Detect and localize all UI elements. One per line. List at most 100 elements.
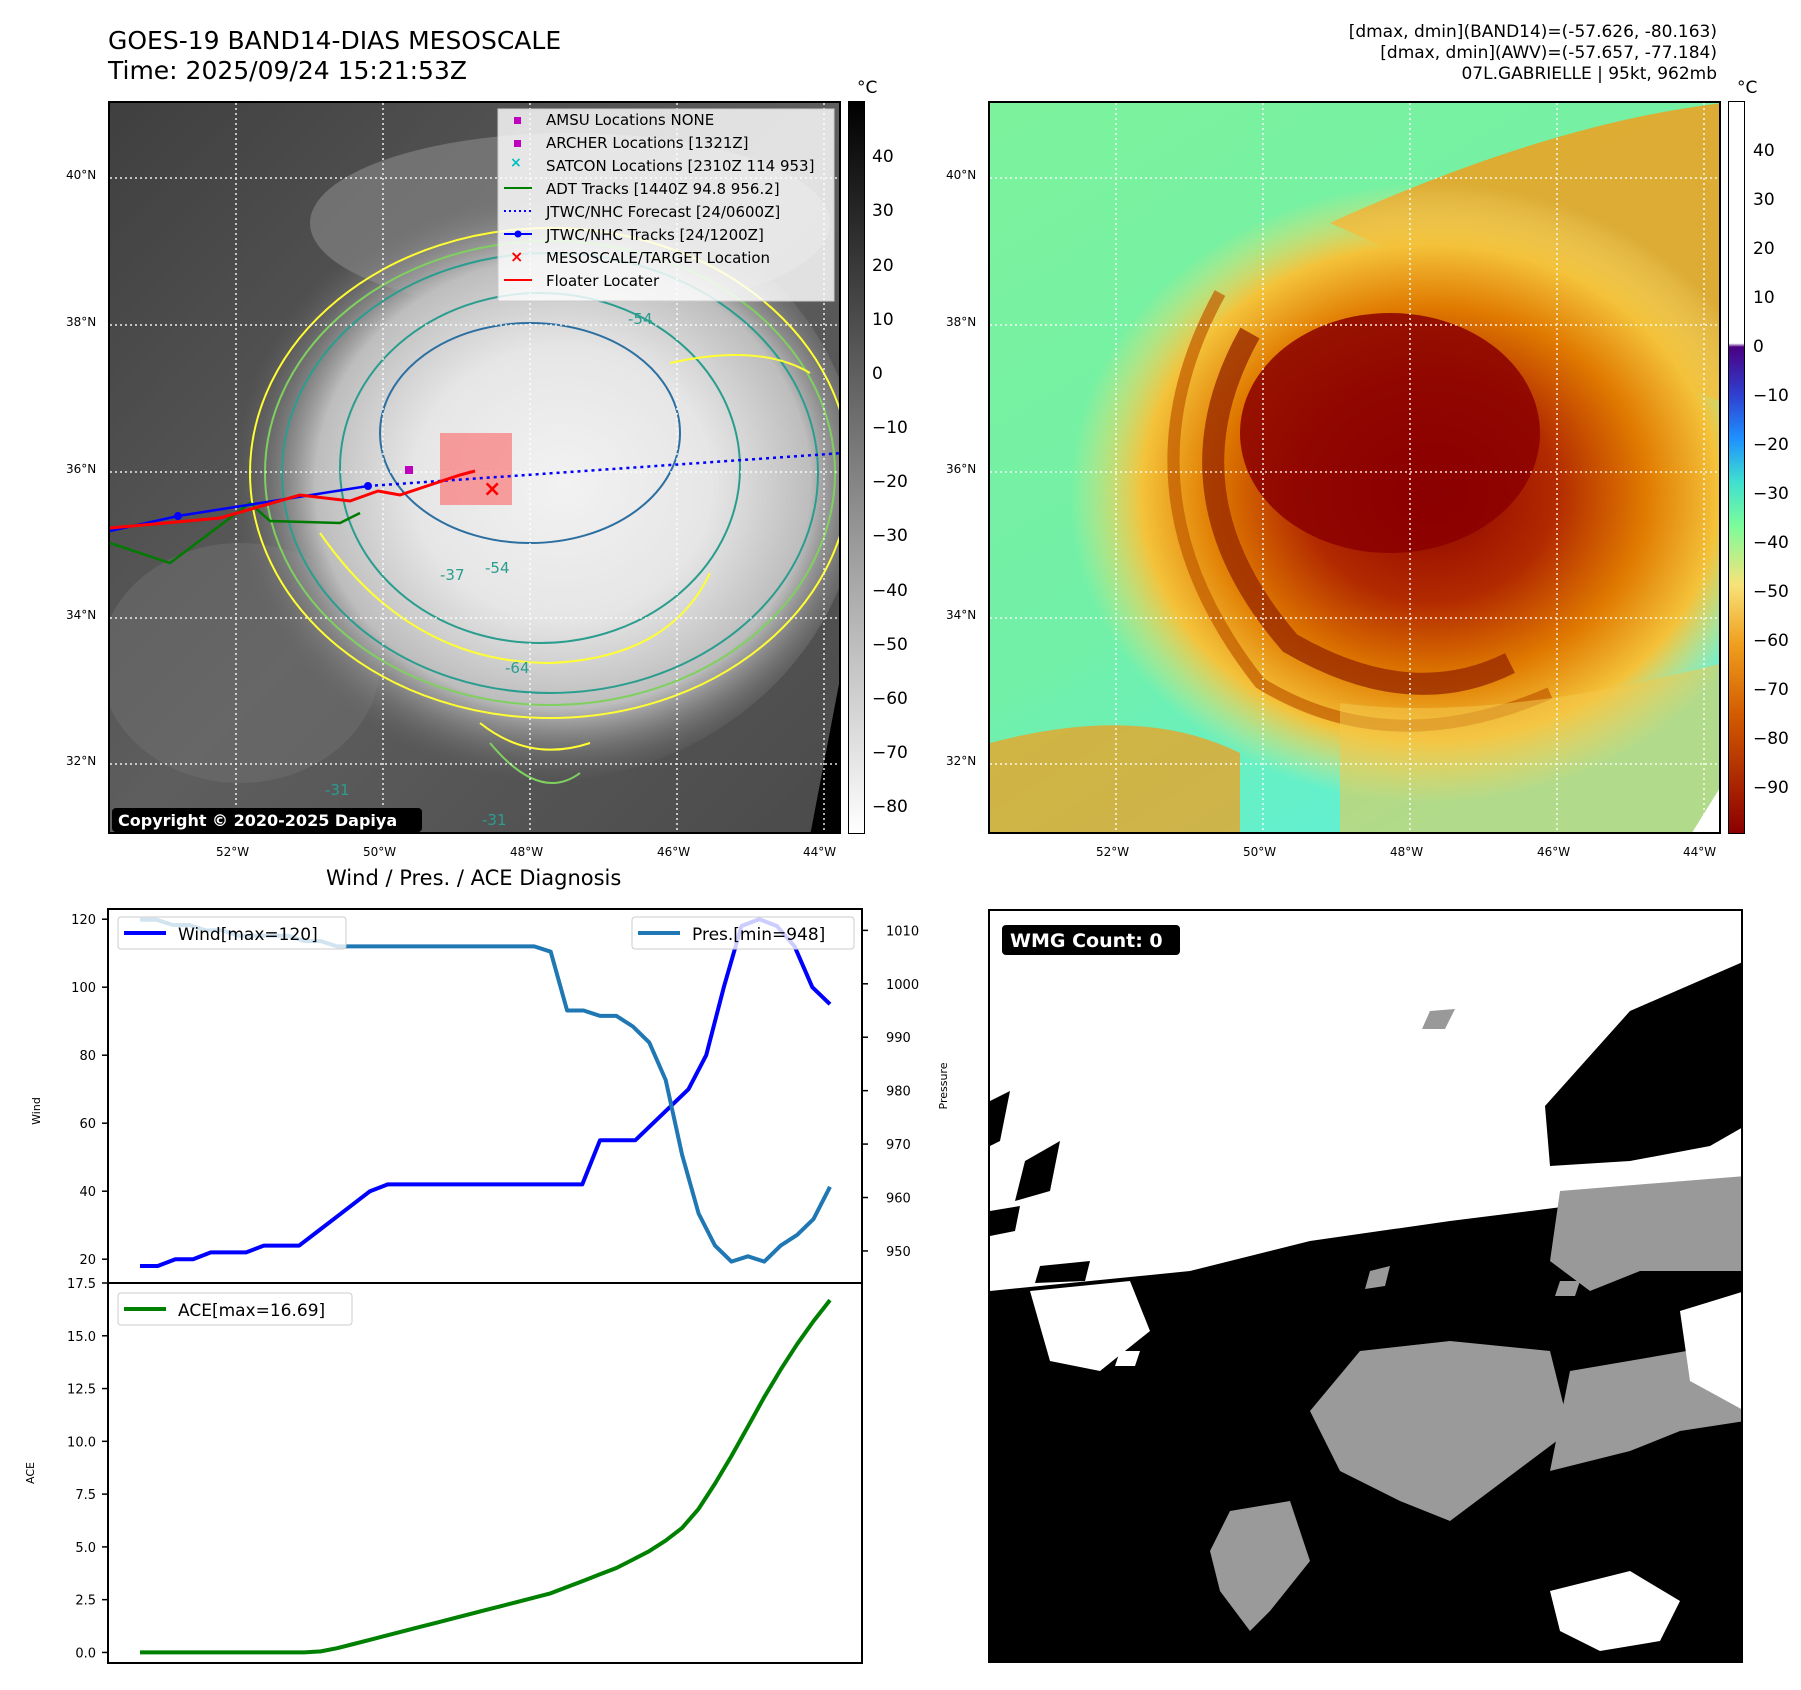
- contour-label: -64: [505, 659, 530, 677]
- pressure-tick-label: 980: [886, 1085, 911, 1100]
- pressure-legend-box: [631, 916, 855, 950]
- ir-lat-label: 34°N: [66, 608, 97, 622]
- pressure-tick-label: 970: [886, 1138, 911, 1153]
- pressure-tick-label: 990: [886, 1031, 911, 1046]
- ir-lat-label: 40°N: [66, 168, 97, 182]
- ir-colorbar: [848, 101, 865, 834]
- wind-tick-label: 120: [71, 913, 96, 928]
- awv-colorbar-tick: −10: [1753, 386, 1789, 406]
- ace-tick-label: 10.0: [67, 1435, 96, 1450]
- ace-tick-label: 2.5: [75, 1594, 96, 1609]
- wmg-mask-image: WMG Count: 0: [990, 925, 1741, 1661]
- ir-colorbar-tick: 10: [872, 310, 894, 330]
- ir-satellite-image: × -54 -37 -54 -64 -31 -31 × × AMSU Locat…: [110, 103, 839, 832]
- ir-colorbar-tick: −40: [872, 581, 908, 601]
- wind-tick-label: 60: [79, 1117, 96, 1132]
- awv-colorbar: [1728, 101, 1745, 834]
- awv-colorbar-unit: °C: [1737, 78, 1758, 98]
- ace-tick-label: 15.0: [67, 1330, 96, 1345]
- svg-text:JTWC/NHC Tracks [24/1200Z]: JTWC/NHC Tracks [24/1200Z]: [545, 226, 764, 244]
- contour-label: -31: [325, 781, 350, 799]
- ir-colorbar-tick: 0: [872, 364, 883, 384]
- ir-lon-label: 50°W: [363, 845, 397, 859]
- figure-title: GOES-19 BAND14-DIAS MESOSCALE: [108, 26, 562, 55]
- copyright-label: Copyright © 2020-2025 Dapiya: [118, 811, 397, 830]
- ir-colorbar-tick: 40: [872, 147, 894, 167]
- ir-colorbar-tick: −30: [872, 526, 908, 546]
- svg-text:Floater Locater: Floater Locater: [546, 272, 660, 290]
- awv-colorbar-tick: −90: [1753, 778, 1789, 798]
- svg-text:AMSU Locations NONE: AMSU Locations NONE: [546, 111, 714, 129]
- wmg-panel: WMG Count: 0: [988, 909, 1743, 1663]
- awv-colorbar-tick: −40: [1753, 533, 1789, 553]
- svg-text:ADT Tracks [1440Z 94.8 956.2]: ADT Tracks [1440Z 94.8 956.2]: [546, 180, 780, 198]
- ir-lon-label: 48°W: [510, 845, 544, 859]
- wind-tick-label: 40: [79, 1185, 96, 1200]
- awv-colorbar-tick: −50: [1753, 582, 1789, 602]
- ace-series-line: [140, 1298, 832, 1655]
- awv-lon-label: 50°W: [1243, 845, 1277, 859]
- contour-label: -54: [628, 310, 653, 328]
- diagnosis-title: Wind / Pres. / ACE Diagnosis: [326, 866, 622, 890]
- pressure-axis-label: Pressure: [937, 1062, 950, 1109]
- ace-tick-label: 5.0: [75, 1541, 96, 1556]
- info-awv: [dmax, dmin](AWV)=(-57.657, -77.184): [1380, 43, 1717, 63]
- pressure-series-line: [140, 917, 832, 1264]
- awv-colorbar-tick: 40: [1753, 141, 1775, 161]
- awv-colorbar-tick: −80: [1753, 729, 1789, 749]
- wind-tick-label: 20: [79, 1253, 96, 1268]
- awv-colorbar-tick: −60: [1753, 631, 1789, 651]
- awv-satellite-panel: [988, 101, 1721, 834]
- awv-colorbar-tick: 20: [1753, 239, 1775, 259]
- svg-text:×: ×: [510, 155, 522, 171]
- awv-lat-label: 38°N: [946, 315, 977, 329]
- awv-colorbar-tick: 0: [1753, 337, 1764, 357]
- ir-colorbar-tick: −80: [872, 797, 908, 817]
- ir-colorbar-unit: °C: [857, 78, 878, 98]
- ir-colorbar-tick: 20: [872, 256, 894, 276]
- awv-lat-label: 32°N: [946, 754, 977, 768]
- awv-lon-label: 48°W: [1390, 845, 1424, 859]
- wind-tick-label: 100: [71, 981, 96, 996]
- wind-series-line: [140, 917, 832, 1268]
- ace-frame: [107, 1282, 863, 1664]
- pressure-tick-label: 950: [886, 1245, 911, 1260]
- contour-label: -37: [440, 566, 465, 584]
- ace-tick-label: 7.5: [75, 1488, 96, 1503]
- ir-colorbar-tick: −10: [872, 418, 908, 438]
- awv-colorbar-tick: 10: [1753, 288, 1775, 308]
- svg-text:ARCHER Locations [1321Z]: ARCHER Locations [1321Z]: [546, 134, 749, 152]
- ir-colorbar-tick: −20: [872, 472, 908, 492]
- awv-lon-label: 46°W: [1537, 845, 1571, 859]
- ir-colorbar-tick: −50: [872, 635, 908, 655]
- svg-text:MESOSCALE/TARGET Location: MESOSCALE/TARGET Location: [546, 249, 770, 267]
- awv-colorbar-tick: −20: [1753, 435, 1789, 455]
- ir-lon-label: 52°W: [216, 845, 250, 859]
- ir-lat-label: 38°N: [66, 315, 97, 329]
- awv-lat-label: 34°N: [946, 608, 977, 622]
- contour-label: -54: [485, 559, 510, 577]
- target-marker: ×: [483, 477, 501, 502]
- svg-text:JTWC/NHC Forecast [24/0600Z]: JTWC/NHC Forecast [24/0600Z]: [545, 203, 780, 221]
- ir-lat-label: 32°N: [66, 754, 97, 768]
- wind-axis-label: Wind: [30, 1097, 43, 1125]
- svg-text:SATCON Locations [2310Z 114 95: SATCON Locations [2310Z 114 953]: [546, 157, 814, 175]
- pressure-tick-label: 1010: [886, 924, 919, 939]
- awv-lon-label: 44°W: [1683, 845, 1717, 859]
- wind-tick-label: 80: [79, 1049, 96, 1064]
- ir-colorbar-tick: −70: [872, 743, 908, 763]
- ace-tick-label: 17.5: [67, 1277, 96, 1292]
- pressure-tick-label: 1000: [886, 978, 919, 993]
- ace-legend-box: [117, 1292, 353, 1326]
- ir-lat-label: 36°N: [66, 462, 97, 476]
- ir-lon-label: 46°W: [657, 845, 691, 859]
- ir-colorbar-tick: 30: [872, 201, 894, 221]
- ace-axis-label: ACE: [24, 1462, 37, 1484]
- pressure-tick-label: 960: [886, 1192, 911, 1207]
- ir-colorbar-tick: −60: [872, 689, 908, 709]
- wind-legend-box: [117, 916, 347, 950]
- awv-lat-label: 36°N: [946, 462, 977, 476]
- wind-legend-label: Wind[max=120]: [178, 925, 318, 945]
- wind-pressure-frame: [107, 908, 863, 1284]
- awv-lon-label: 52°W: [1096, 845, 1130, 859]
